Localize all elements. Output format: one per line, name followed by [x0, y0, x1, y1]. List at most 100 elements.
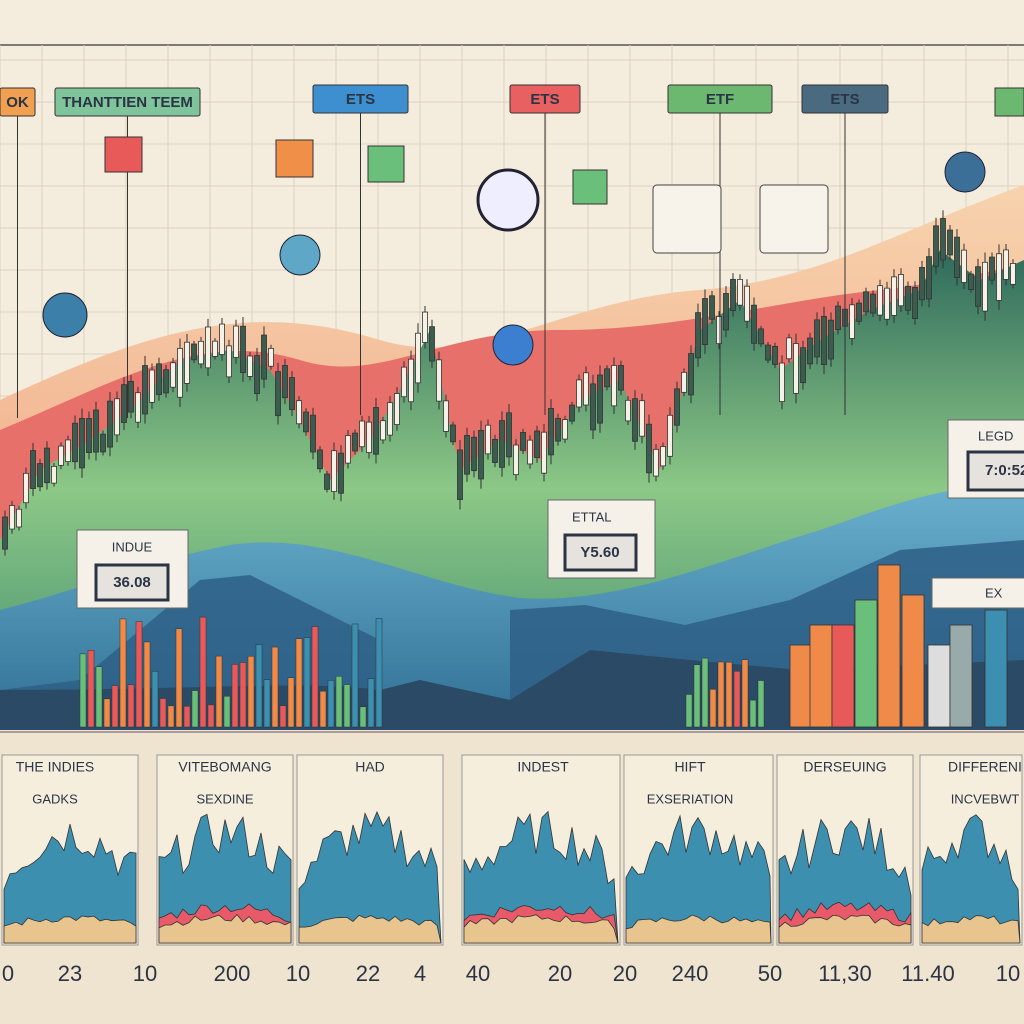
- panel: VITEBOMANG SEXDINE: [156, 754, 294, 946]
- candle: [555, 417, 561, 442]
- bar: [247, 656, 255, 728]
- panel-area: [921, 814, 1021, 944]
- candle: [520, 432, 526, 451]
- candle: [534, 430, 540, 459]
- bar: [854, 599, 878, 728]
- candle: [142, 365, 148, 415]
- panel-title: HIFT: [674, 759, 706, 775]
- candle: [1010, 263, 1016, 285]
- panel-title: THE INDIES: [16, 759, 95, 775]
- bar: [279, 705, 287, 728]
- candle: [457, 449, 463, 500]
- callout-title: ETTAL: [572, 509, 612, 524]
- candle: [324, 473, 330, 490]
- candle: [821, 315, 827, 365]
- candle: [170, 362, 176, 388]
- candle: [576, 379, 582, 408]
- candle: [492, 438, 498, 463]
- panel-subtitle: GADKS: [32, 791, 78, 806]
- bar: [311, 626, 319, 728]
- candle: [583, 372, 589, 406]
- candle: [233, 325, 239, 358]
- candle: [177, 347, 183, 398]
- bar: [789, 644, 813, 728]
- tag: [667, 84, 773, 114]
- tag-label: ETS: [346, 91, 375, 108]
- bar: [757, 680, 765, 728]
- candle: [72, 422, 78, 463]
- panel-area: [298, 914, 442, 944]
- candle: [205, 326, 211, 369]
- candle: [786, 337, 792, 360]
- callout-value-box: [94, 563, 170, 602]
- icon: [367, 145, 405, 183]
- bar: [367, 678, 375, 728]
- axis-label: 4: [414, 961, 426, 986]
- candle: [835, 305, 841, 331]
- candle: [681, 371, 687, 393]
- volume-bars: [79, 564, 1008, 728]
- bar: [239, 662, 247, 728]
- candle: [604, 368, 610, 388]
- panel: DIFFERENI INCVEBWT: [919, 754, 1023, 946]
- panel: HIFT EXSERIATION: [623, 754, 774, 946]
- bar: [351, 623, 359, 728]
- bar: [741, 659, 749, 728]
- candle: [807, 337, 813, 365]
- tag: [994, 87, 1024, 117]
- candle: [79, 418, 85, 469]
- candle: [975, 266, 981, 307]
- candle: [93, 409, 99, 453]
- bar: [927, 644, 951, 728]
- candle: [114, 398, 120, 436]
- candle: [940, 218, 946, 261]
- bar: [207, 704, 215, 728]
- candle: [422, 311, 428, 343]
- bar: [111, 685, 119, 728]
- candle: [968, 273, 974, 291]
- candle: [716, 316, 722, 345]
- candle: [254, 355, 260, 395]
- bar: [877, 564, 901, 728]
- candles: [2, 210, 1016, 556]
- candle: [737, 278, 743, 306]
- candle: [429, 326, 435, 362]
- bar: [79, 653, 87, 728]
- candle: [289, 377, 295, 411]
- candle: [345, 435, 351, 464]
- callout-title: LEGD: [978, 428, 1013, 443]
- axis-label: 11.40: [901, 961, 954, 986]
- axis-label: 11,30: [818, 961, 871, 986]
- candle: [926, 256, 932, 300]
- axis-label: 10: [286, 961, 310, 986]
- bar: [809, 624, 833, 728]
- axis-label: 22: [356, 961, 380, 986]
- candle: [37, 463, 43, 488]
- tag-label: ETS: [830, 91, 859, 108]
- candle: [387, 402, 393, 436]
- axis-label: 10: [133, 961, 157, 986]
- candle: [590, 383, 596, 431]
- tag: [0, 87, 36, 117]
- candle: [996, 253, 1002, 301]
- bar: [159, 698, 167, 728]
- candle: [905, 285, 911, 311]
- tags: OK THANTTIEN TEEM ETS ETS ETF ETS: [0, 84, 1024, 418]
- panel-subtitle: SEXDINE: [196, 791, 253, 806]
- ex-label: EX: [985, 585, 1003, 600]
- candle: [373, 407, 379, 455]
- candle: [275, 371, 281, 417]
- candle: [646, 423, 652, 474]
- candle: [814, 319, 820, 358]
- icon: [104, 136, 143, 173]
- candle: [723, 293, 729, 331]
- tag: [801, 84, 889, 114]
- tag-label: ETF: [706, 91, 734, 108]
- axis-label: 50: [758, 961, 782, 986]
- candle: [282, 365, 288, 399]
- candle: [100, 433, 106, 453]
- panel-title: INDEST: [517, 759, 569, 775]
- globe-icon: [42, 292, 88, 338]
- dollar-icon: [759, 184, 829, 254]
